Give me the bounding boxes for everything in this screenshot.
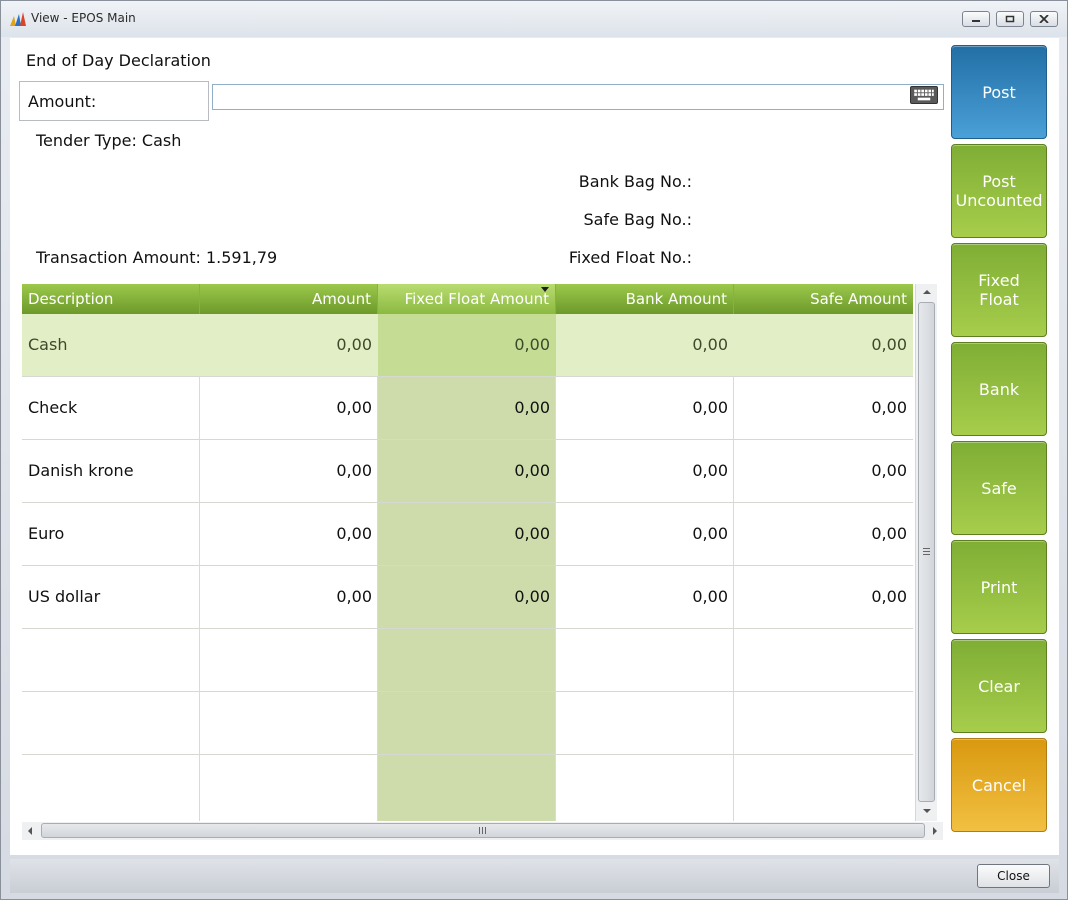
- amount-cell: 0,00: [336, 335, 372, 354]
- column-header-safe-amount[interactable]: Safe Amount: [810, 290, 907, 308]
- table-row[interactable]: Cash 0,00 0,00 0,00 0,00: [22, 314, 913, 377]
- fixed-float-cell: 0,00: [514, 335, 550, 354]
- title-bar: View - EPOS Main: [1, 1, 1067, 37]
- amount-input[interactable]: [212, 84, 944, 110]
- transaction-amount-text: Transaction Amount: 1.591,79: [36, 248, 278, 267]
- amount-cell: 0,00: [336, 587, 372, 606]
- safe-amount-cell: 0,00: [871, 461, 907, 480]
- tender-type-text: Tender Type: Cash: [36, 131, 182, 150]
- column-header-fixed-float-amount[interactable]: Fixed Float Amount: [378, 284, 556, 314]
- grid-header: Description Amount Fixed Float Amount Ba…: [22, 284, 913, 314]
- bank-amount-cell: 0,00: [692, 335, 728, 354]
- horizontal-scrollbar[interactable]: [22, 822, 943, 840]
- safe-amount-cell: 0,00: [871, 335, 907, 354]
- table-row[interactable]: US dollar 0,00 0,00 0,00 0,00: [22, 566, 913, 629]
- vertical-scrollbar[interactable]: [915, 284, 937, 821]
- description-cell: Danish krone: [28, 461, 134, 480]
- restore-icon: [1005, 15, 1015, 23]
- empty-row: [22, 692, 913, 755]
- bank-button[interactable]: Bank: [951, 342, 1047, 436]
- scroll-up-icon[interactable]: [923, 290, 931, 294]
- column-divider: [733, 314, 734, 821]
- description-cell: Cash: [28, 335, 68, 354]
- clear-button[interactable]: Clear: [951, 639, 1047, 733]
- scroll-left-icon[interactable]: [28, 827, 32, 835]
- minimize-button[interactable]: [962, 11, 990, 27]
- maximize-button[interactable]: [996, 11, 1024, 27]
- description-cell: Check: [28, 398, 78, 417]
- app-logo-icon: [10, 12, 26, 26]
- fixed-float-button[interactable]: Fixed Float: [951, 243, 1047, 337]
- safe-amount-cell: 0,00: [871, 398, 907, 417]
- bank-amount-cell: 0,00: [692, 524, 728, 543]
- amount-label: Amount:: [19, 81, 209, 121]
- bank-amount-cell: 0,00: [692, 398, 728, 417]
- window-title: View - EPOS Main: [31, 11, 136, 25]
- fixed-float-cell: 0,00: [514, 587, 550, 606]
- close-button[interactable]: Close: [977, 864, 1050, 888]
- scroll-down-icon[interactable]: [923, 809, 931, 813]
- empty-row: [22, 755, 913, 818]
- fixed-float-cell: 0,00: [514, 398, 550, 417]
- sort-descending-icon: [541, 287, 549, 292]
- scroll-right-icon[interactable]: [933, 827, 937, 835]
- bank-amount-cell: 0,00: [692, 587, 728, 606]
- post-button[interactable]: Post: [951, 45, 1047, 139]
- cancel-button[interactable]: Cancel: [951, 738, 1047, 832]
- column-divider: [377, 314, 378, 821]
- print-button[interactable]: Print: [951, 540, 1047, 634]
- footer-bar: Close: [10, 859, 1059, 893]
- safe-button[interactable]: Safe: [951, 441, 1047, 535]
- table-row[interactable]: Euro 0,00 0,00 0,00 0,00: [22, 503, 913, 566]
- amount-cell: 0,00: [336, 524, 372, 543]
- minimize-icon: [972, 20, 980, 22]
- description-cell: US dollar: [28, 587, 101, 606]
- amount-cell: 0,00: [336, 461, 372, 480]
- table-row[interactable]: Danish krone 0,00 0,00 0,00 0,00: [22, 440, 913, 503]
- safe-amount-cell: 0,00: [871, 587, 907, 606]
- safe-bag-label: Safe Bag No.:: [583, 210, 693, 229]
- close-icon: [1039, 15, 1049, 23]
- declaration-grid: Description Amount Fixed Float Amount Ba…: [22, 284, 913, 821]
- sorted-column-highlight: [378, 314, 556, 821]
- grip-icon: [479, 827, 486, 834]
- close-window-button[interactable]: [1030, 11, 1058, 27]
- table-row[interactable]: Check 0,00 0,00 0,00 0,00: [22, 377, 913, 440]
- column-header-amount[interactable]: Amount: [200, 284, 378, 314]
- empty-row: [22, 629, 913, 692]
- grip-icon: [923, 548, 930, 555]
- fixed-float-no-label: Fixed Float No.:: [568, 248, 692, 267]
- column-header-label: Fixed Float Amount: [404, 290, 549, 308]
- amount-cell: 0,00: [336, 398, 372, 417]
- description-cell: Euro: [28, 524, 65, 543]
- cell-highlight: [378, 314, 556, 376]
- column-header-description[interactable]: Description: [22, 284, 200, 314]
- fixed-float-cell: 0,00: [514, 524, 550, 543]
- column-divider: [555, 314, 556, 821]
- bank-amount-cell: 0,00: [692, 461, 728, 480]
- keyboard-icon[interactable]: [910, 86, 938, 104]
- post-uncounted-button[interactable]: Post Uncounted: [951, 144, 1047, 238]
- column-header-bank-amount[interactable]: Bank Amount: [556, 284, 734, 314]
- vertical-scroll-thumb[interactable]: [918, 302, 935, 802]
- fixed-float-cell: 0,00: [514, 461, 550, 480]
- bank-bag-label: Bank Bag No.:: [578, 172, 692, 191]
- page-title: End of Day Declaration: [26, 51, 211, 70]
- horizontal-scroll-thumb[interactable]: [41, 823, 925, 838]
- safe-amount-cell: 0,00: [871, 524, 907, 543]
- main-panel: End of Day Declaration Amount: Tender Ty…: [10, 38, 1059, 855]
- column-divider: [199, 314, 200, 821]
